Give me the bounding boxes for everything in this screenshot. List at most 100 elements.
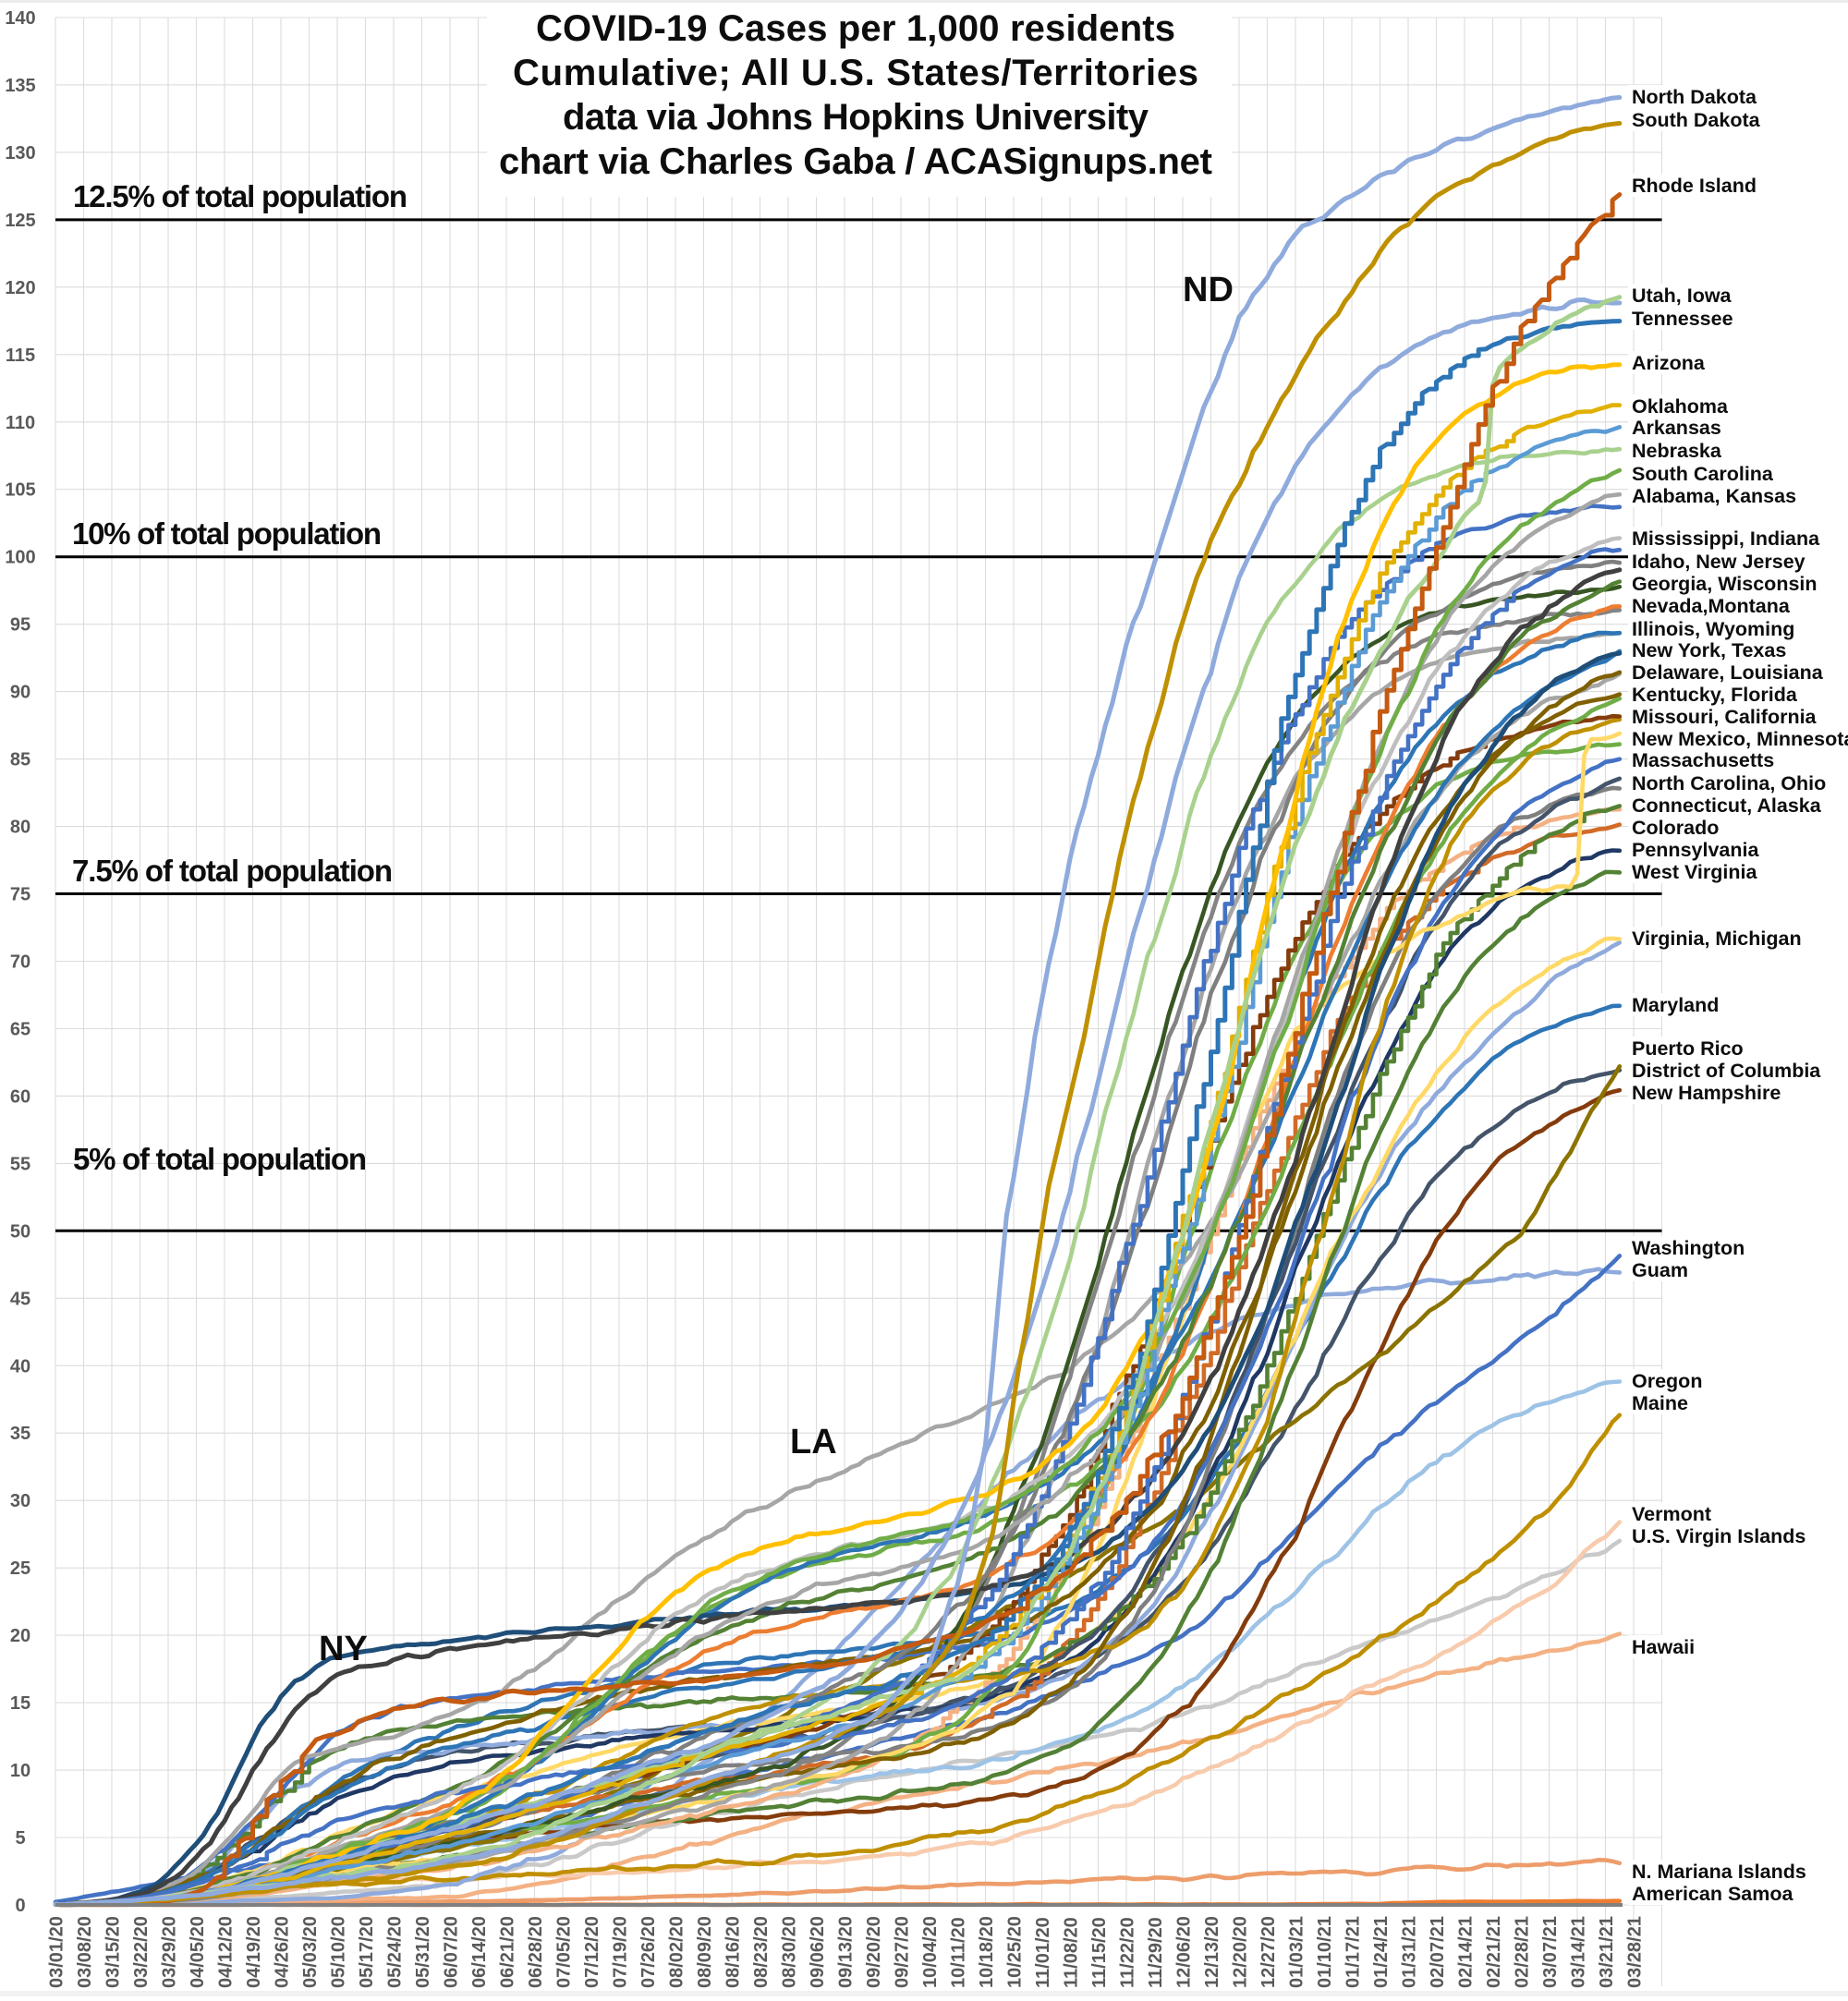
svg-text:Oregon: Oregon — [1632, 1370, 1702, 1392]
svg-text:115: 115 — [6, 346, 35, 366]
svg-text:03/08/20: 03/08/20 — [75, 1916, 95, 1988]
svg-text:05/03/20: 05/03/20 — [300, 1916, 321, 1988]
svg-text:45: 45 — [10, 1289, 30, 1309]
svg-text:Pennsylvania: Pennsylvania — [1632, 839, 1759, 861]
svg-text:04/05/20: 04/05/20 — [188, 1916, 208, 1988]
svg-text:05/17/20: 05/17/20 — [357, 1916, 377, 1988]
svg-text:Oklahoma: Oklahoma — [1632, 395, 1729, 418]
svg-text:Nevada,Montana: Nevada,Montana — [1632, 595, 1791, 617]
svg-text:12/20/20: 12/20/20 — [1231, 1916, 1251, 1988]
svg-text:140: 140 — [5, 8, 35, 29]
svg-text:New Mexico, Minnesota: New Mexico, Minnesota — [1632, 728, 1848, 750]
svg-text:55: 55 — [10, 1154, 30, 1174]
svg-text:15: 15 — [10, 1693, 30, 1714]
svg-text:10/04/20: 10/04/20 — [920, 1916, 941, 1988]
svg-text:Hawaii: Hawaii — [1632, 1636, 1695, 1658]
svg-text:11/29/20: 11/29/20 — [1146, 1917, 1166, 1988]
svg-text:South Carolina: South Carolina — [1632, 463, 1774, 485]
svg-text:04/19/20: 04/19/20 — [244, 1916, 264, 1988]
svg-text:Cumulative; All U.S. States/Te: Cumulative; All U.S. States/Territories — [513, 53, 1198, 93]
svg-text:01/31/21: 01/31/21 — [1400, 1916, 1420, 1988]
svg-text:01/17/21: 01/17/21 — [1343, 1916, 1364, 1988]
svg-text:Missouri, California: Missouri, California — [1632, 706, 1818, 728]
svg-text:5% of total population: 5% of total population — [73, 1142, 367, 1176]
svg-text:02/14/21: 02/14/21 — [1456, 1916, 1477, 1988]
svg-text:09/13/20: 09/13/20 — [836, 1916, 857, 1988]
svg-text:20: 20 — [10, 1626, 30, 1646]
svg-text:10/11/20: 10/11/20 — [949, 1917, 969, 1988]
svg-text:01/03/21: 01/03/21 — [1287, 1916, 1307, 1988]
svg-text:06/14/20: 06/14/20 — [469, 1916, 490, 1988]
svg-text:New York, Texas: New York, Texas — [1632, 639, 1786, 661]
svg-text:08/09/20: 08/09/20 — [695, 1916, 715, 1988]
svg-text:Washington: Washington — [1632, 1237, 1745, 1259]
svg-text:Connecticut, Alaska: Connecticut, Alaska — [1632, 794, 1822, 817]
svg-text:03/21/21: 03/21/21 — [1597, 1916, 1617, 1988]
svg-text:50: 50 — [10, 1221, 30, 1242]
svg-text:90: 90 — [10, 683, 30, 703]
svg-text:135: 135 — [5, 76, 35, 96]
svg-text:Idaho, New Jersey: Idaho, New Jersey — [1632, 551, 1805, 573]
svg-text:03/07/21: 03/07/21 — [1540, 1916, 1561, 1988]
svg-text:07/19/20: 07/19/20 — [611, 1916, 631, 1988]
svg-text:data via Johns Hopkins Univers: data via Johns Hopkins University — [563, 97, 1149, 138]
svg-text:Guam: Guam — [1632, 1259, 1688, 1281]
svg-text:70: 70 — [10, 952, 30, 973]
svg-text:10% of total population: 10% of total population — [72, 516, 382, 551]
svg-text:Illinois, Wyoming: Illinois, Wyoming — [1632, 618, 1794, 640]
svg-text:American Samoa: American Samoa — [1632, 1883, 1794, 1905]
svg-text:11/01/20: 11/01/20 — [1033, 1917, 1053, 1988]
svg-text:Rhode Island: Rhode Island — [1632, 175, 1757, 197]
svg-text:North Dakota: North Dakota — [1632, 86, 1757, 108]
svg-text:Arkansas: Arkansas — [1632, 417, 1721, 439]
svg-text:7.5% of total population: 7.5% of total population — [72, 854, 393, 888]
svg-text:5: 5 — [15, 1828, 25, 1849]
svg-text:Arizona: Arizona — [1632, 352, 1706, 374]
svg-text:10/18/20: 10/18/20 — [977, 1916, 997, 1988]
svg-text:100: 100 — [5, 548, 35, 568]
svg-text:12.5% of total population: 12.5% of total population — [73, 179, 407, 213]
svg-text:05/31/20: 05/31/20 — [413, 1916, 433, 1988]
svg-text:Colorado: Colorado — [1632, 817, 1719, 839]
svg-text:08/16/20: 08/16/20 — [723, 1916, 744, 1988]
svg-text:West Virginia: West Virginia — [1632, 861, 1757, 883]
svg-text:Nebraska: Nebraska — [1632, 440, 1722, 462]
svg-text:01/10/21: 01/10/21 — [1315, 1916, 1335, 1988]
svg-text:03/22/20: 03/22/20 — [131, 1916, 152, 1988]
svg-text:Vermont: Vermont — [1632, 1503, 1711, 1525]
svg-text:11/15/20: 11/15/20 — [1089, 1917, 1110, 1988]
svg-text:60: 60 — [10, 1086, 30, 1107]
svg-text:Mississippi, Indiana: Mississippi, Indiana — [1632, 528, 1820, 550]
svg-text:35: 35 — [10, 1424, 30, 1444]
svg-text:85: 85 — [10, 750, 30, 770]
svg-text:U.S. Virgin Islands: U.S. Virgin Islands — [1632, 1525, 1805, 1547]
svg-text:08/23/20: 08/23/20 — [751, 1916, 772, 1988]
svg-text:10: 10 — [10, 1761, 30, 1781]
svg-text:06/21/20: 06/21/20 — [498, 1916, 518, 1988]
svg-text:03/15/20: 03/15/20 — [103, 1916, 124, 1988]
svg-text:District of Columbia: District of Columbia — [1632, 1060, 1821, 1082]
svg-text:05/10/20: 05/10/20 — [329, 1916, 349, 1988]
svg-text:02/28/21: 02/28/21 — [1513, 1916, 1533, 1988]
svg-text:Virginia, Michigan: Virginia, Michigan — [1632, 928, 1802, 950]
svg-text:11/08/20: 11/08/20 — [1062, 1917, 1082, 1988]
svg-text:80: 80 — [10, 818, 30, 838]
svg-text:130: 130 — [5, 143, 35, 164]
svg-text:North Carolina, Ohio: North Carolina, Ohio — [1632, 772, 1826, 794]
svg-text:03/28/21: 03/28/21 — [1625, 1916, 1646, 1988]
svg-text:40: 40 — [10, 1356, 30, 1376]
svg-text:NY: NY — [319, 1630, 368, 1668]
svg-text:Georgia, Wisconsin: Georgia, Wisconsin — [1632, 573, 1818, 595]
svg-text:03/29/20: 03/29/20 — [160, 1916, 180, 1988]
svg-text:01/24/21: 01/24/21 — [1371, 1916, 1392, 1988]
svg-text:12/13/20: 12/13/20 — [1202, 1916, 1222, 1988]
svg-text:12/06/20: 12/06/20 — [1174, 1916, 1195, 1988]
svg-text:0: 0 — [15, 1896, 25, 1916]
svg-text:Delaware, Louisiana: Delaware, Louisiana — [1632, 661, 1824, 684]
svg-text:06/28/20: 06/28/20 — [526, 1916, 546, 1988]
svg-text:New Hampshire: New Hampshire — [1632, 1082, 1781, 1104]
svg-text:08/30/20: 08/30/20 — [780, 1916, 800, 1988]
svg-text:South Dakota: South Dakota — [1632, 109, 1761, 131]
svg-text:30: 30 — [10, 1491, 30, 1511]
svg-text:Maine: Maine — [1632, 1392, 1688, 1414]
